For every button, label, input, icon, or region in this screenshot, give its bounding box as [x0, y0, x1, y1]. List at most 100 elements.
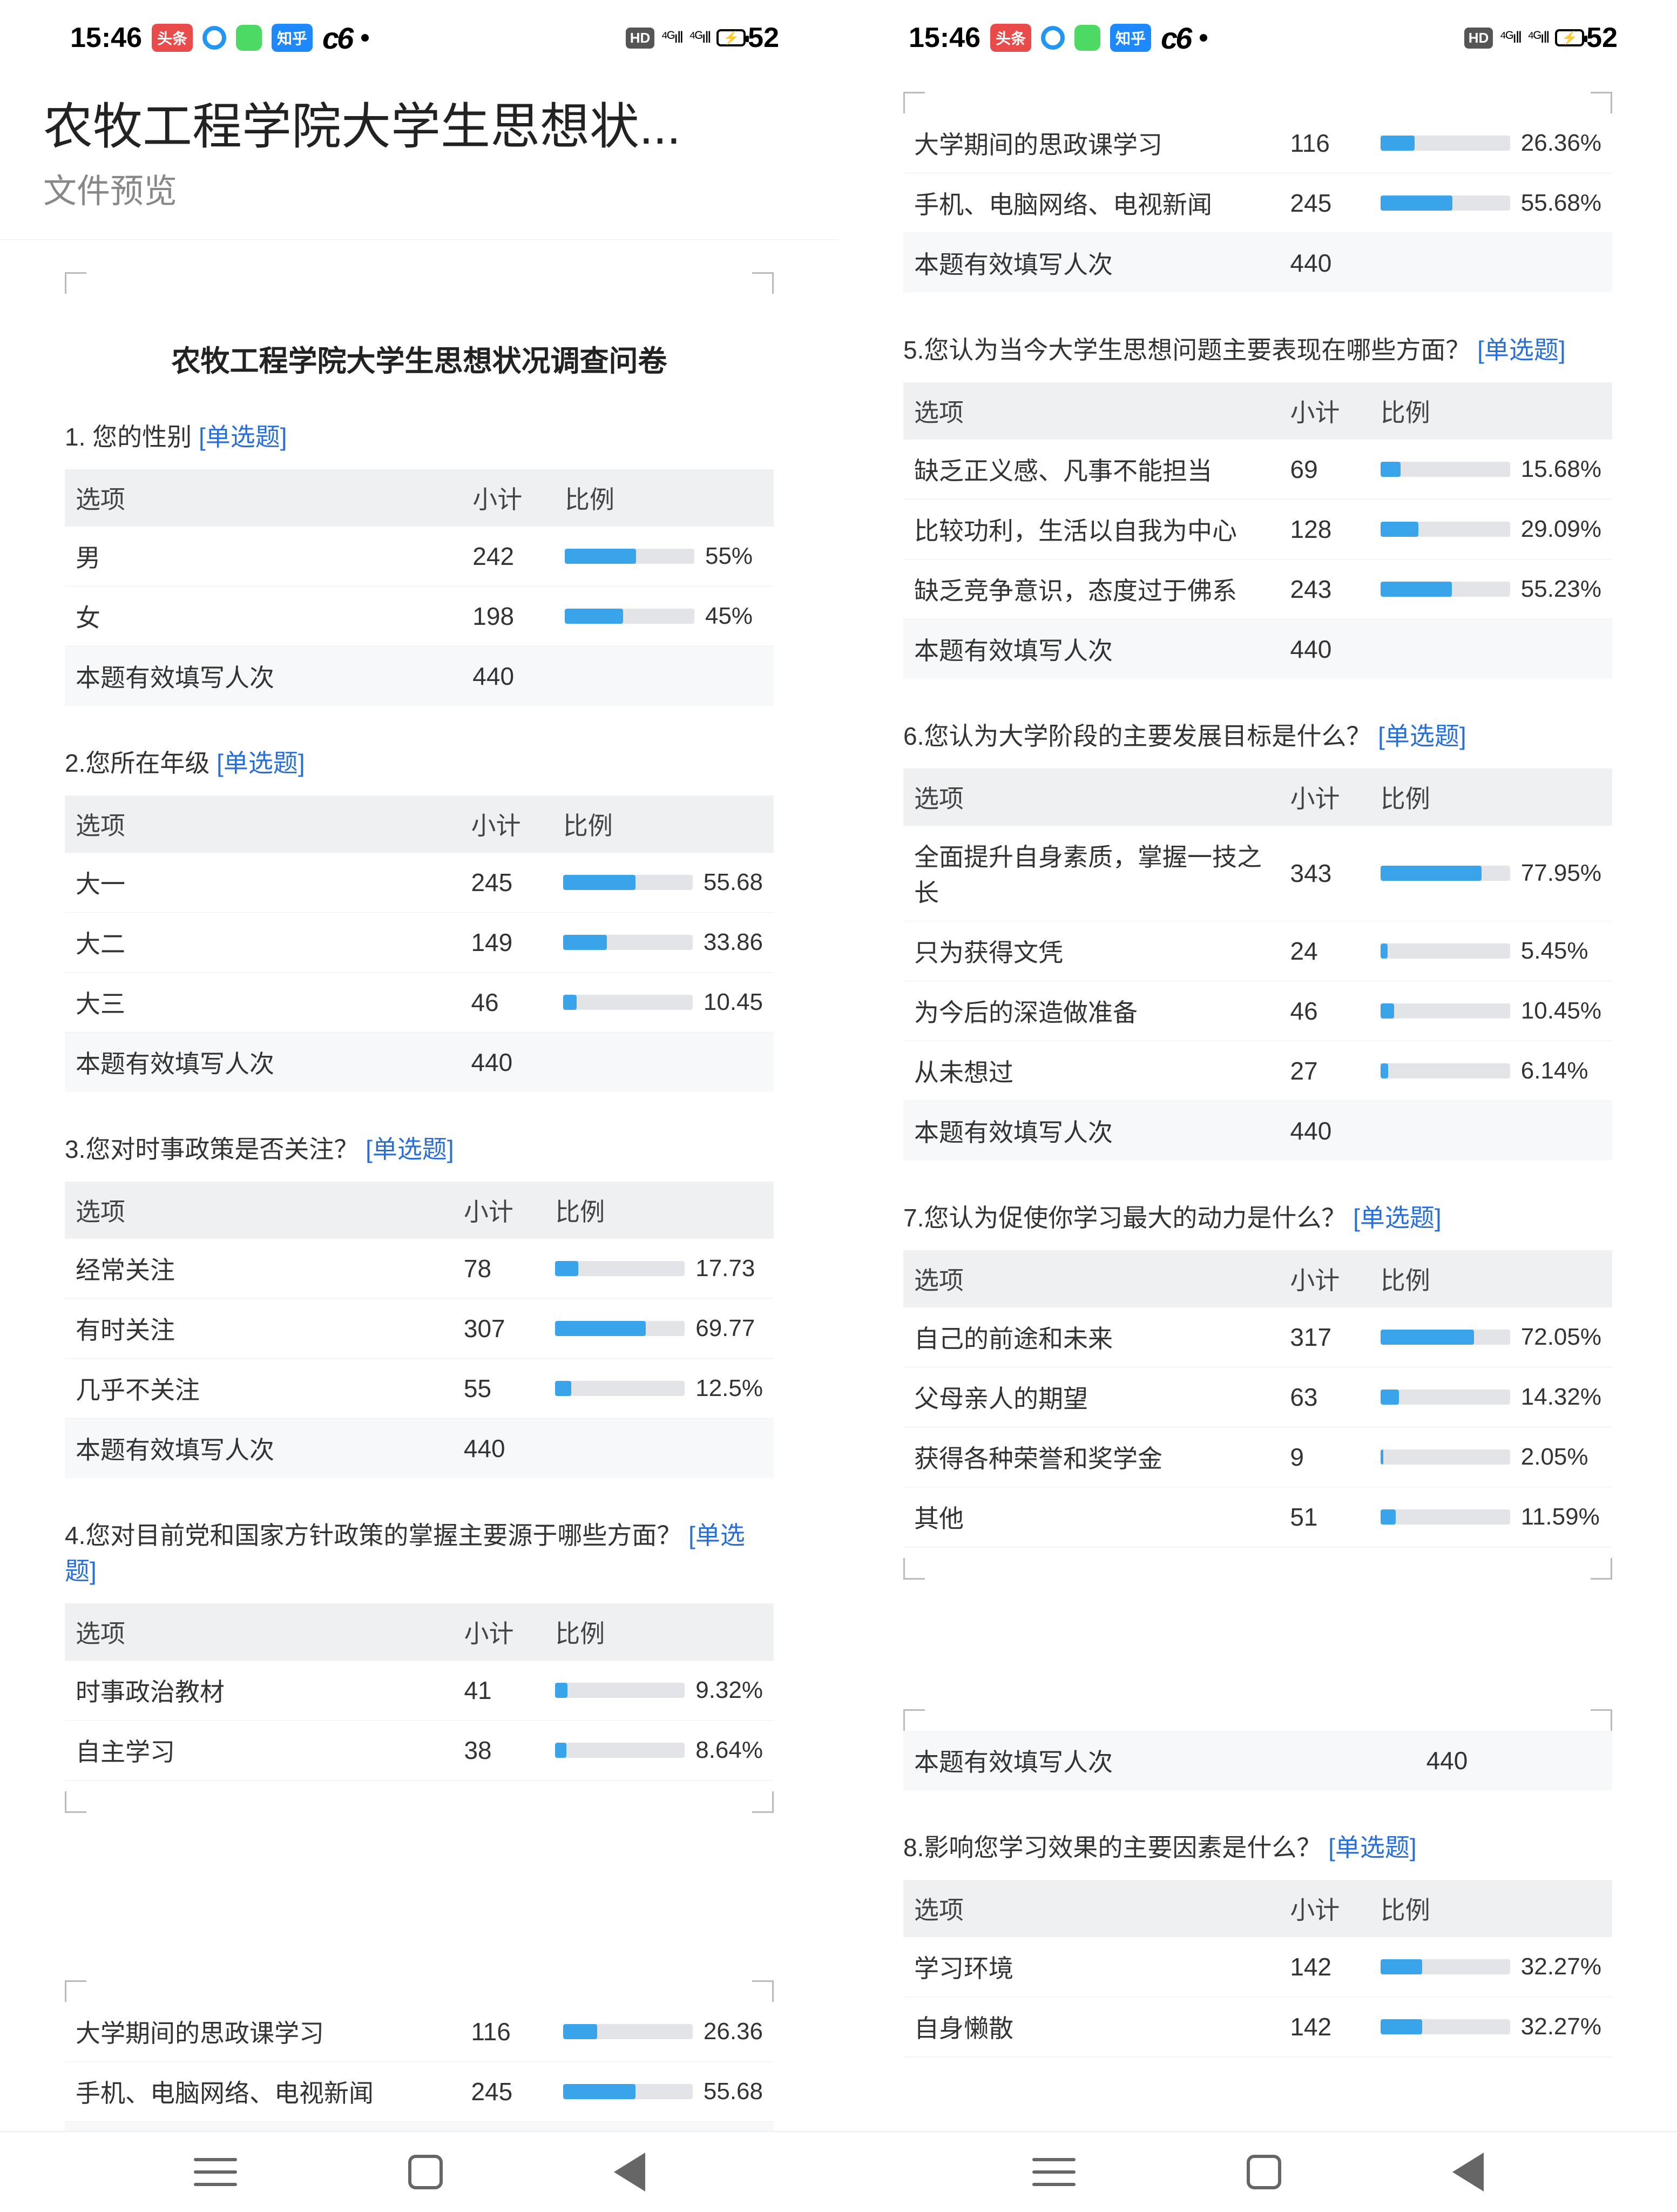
nav-recent-button[interactable] [1032, 2158, 1076, 2186]
option-label: 大学期间的思政课学习 [65, 2002, 460, 2062]
table-row: 经常关注 78 17.73 [65, 1239, 774, 1299]
nav-back-button[interactable] [614, 2153, 645, 2191]
back-triangle-icon [1452, 2153, 1484, 2191]
table-row: 女 198 45% [65, 586, 774, 646]
table-row: 有时关注 307 69.77 [65, 1299, 774, 1359]
app-badge-toutiao-icon: 头条 [152, 24, 193, 52]
total-count: 440 [1416, 1731, 1562, 1790]
survey-table: 选项 小计 比例 男 242 55% 女 198 45% [65, 469, 774, 706]
option-label: 几乎不关注 [65, 1359, 453, 1419]
option-count: 245 [1280, 173, 1370, 233]
col-option: 选项 [903, 1250, 1279, 1307]
option-count: 243 [1280, 559, 1370, 619]
total-row: 本题有效填写人次 440 [903, 1731, 1612, 1790]
left-screen: 15:46 头条 知乎 c6 HD ⁴ᴳıll ⁴ᴳıll ⚡ 52 农牧工程学… [0, 0, 838, 2212]
more-dot-icon [361, 34, 369, 42]
status-bar: 15:46 头条 知乎 c6 HD ⁴ᴳıll ⁴ᴳıll ⚡ 52 [838, 0, 1677, 76]
survey-body-left: 农牧工程学院大学生思想状况调查问卷 1. 您的性别 [单选题] 选项 小计 比例… [0, 337, 838, 1781]
option-ratio: 32.27% [1370, 1937, 1612, 1997]
pct-label: 55% [705, 543, 753, 570]
nav-back-button[interactable] [1452, 2153, 1484, 2191]
right-screen: 15:46 头条 知乎 c6 HD ⁴ᴳıll ⁴ᴳıll ⚡ 52 大学期间的… [838, 0, 1677, 2212]
pct-label: 5.45% [1521, 938, 1588, 965]
pct-label: 77.95% [1521, 860, 1601, 887]
bar-fill [1381, 1330, 1474, 1345]
option-label: 时事政治教材 [65, 1661, 453, 1721]
battery-level: 52 [748, 22, 779, 54]
bar-fill [1381, 1063, 1389, 1078]
doc-frame-bottom [65, 1791, 774, 1813]
bar-track [563, 935, 693, 950]
nav-recent-button[interactable] [194, 2158, 237, 2186]
table-row: 学习环境 142 32.27% [903, 1937, 1612, 1997]
pct-label: 14.32% [1521, 1384, 1601, 1411]
back-triangle-icon [614, 2153, 645, 2191]
option-ratio: 26.36% [1370, 113, 1612, 173]
col-ratio: 比例 [1370, 382, 1612, 440]
total-count: 440 [453, 1419, 544, 1479]
table-row: 比较功利，生活以自我为中心 128 29.09% [903, 500, 1612, 559]
col-count: 小计 [1279, 1250, 1369, 1307]
bar-track [1381, 462, 1510, 477]
total-label: 本题有效填写人次 [903, 1101, 1280, 1161]
bar-fill [1381, 866, 1482, 881]
option-count: 116 [460, 2002, 552, 2062]
survey-body-right-2: 本题有效填写人次 440 8.影响您学习效果的主要因素是什么？ [单选题] 选项… [838, 1731, 1677, 2057]
nav-home-button[interactable] [408, 2155, 443, 2189]
single-choice-tag: [单选题] [1328, 1833, 1417, 1862]
pct-label: 33.86 [704, 929, 763, 956]
pct-label: 55.68 [704, 2078, 763, 2105]
bar-fill [1381, 136, 1415, 151]
table-header-row: 选项 小计 比例 [65, 1603, 774, 1661]
pct-label: 6.14% [1521, 1057, 1588, 1084]
bar-fill [563, 2084, 635, 2099]
survey-table: 本题有效填写人次 440 [903, 1731, 1612, 1790]
option-ratio: 72.05% [1370, 1307, 1612, 1367]
option-label: 手机、电脑网络、电视新闻 [903, 173, 1280, 233]
option-ratio: 14.32% [1370, 1367, 1612, 1427]
question-title: 3.您对时事政策是否关注？ [单选题] [65, 1130, 774, 1165]
col-ratio: 比例 [1370, 1880, 1612, 1937]
question-title: 8.影响您学习效果的主要因素是什么？ [单选题] [903, 1828, 1612, 1864]
option-label: 手机、电脑网络、电视新闻 [65, 2062, 460, 2122]
total-label: 本题有效填写人次 [65, 1033, 460, 1092]
app-badge-ring-icon [202, 26, 226, 50]
survey-table: 选项 小计 比例 经常关注 78 17.73 有时关注 307 69 [65, 1182, 774, 1478]
table-row: 手机、电脑网络、电视新闻 245 55.68% [903, 173, 1612, 233]
pct-label: 69.77 [695, 1315, 755, 1342]
table-row: 只为获得文凭 24 5.45% [903, 921, 1612, 981]
option-label: 比较功利，生活以自我为中心 [903, 500, 1280, 559]
bar-fill [563, 875, 635, 890]
option-ratio: 32.27% [1370, 1997, 1612, 2057]
option-label: 自己的前途和未来 [903, 1307, 1279, 1367]
option-count: 245 [460, 853, 552, 913]
pct-label: 45% [705, 603, 753, 630]
doc-frame-top [65, 272, 774, 294]
pct-label: 32.27% [1521, 1953, 1601, 1980]
status-bar: 15:46 头条 知乎 c6 HD ⁴ᴳıll ⁴ᴳıll ⚡ 52 [0, 0, 838, 76]
option-ratio: 77.95% [1370, 826, 1612, 921]
bar-fill [1381, 2019, 1422, 2034]
pct-label: 26.36% [1521, 130, 1601, 157]
question-title: 1. 您的性别 [单选题] [65, 417, 774, 453]
bar-fill [1381, 195, 1453, 211]
weibo-icon: c6 [1161, 21, 1190, 56]
bar-fill [563, 2024, 597, 2039]
nav-home-button[interactable] [1247, 2155, 1281, 2189]
total-row: 本题有效填写人次 440 [65, 646, 774, 706]
pct-label: 15.68% [1521, 456, 1601, 483]
bar-track [1381, 1003, 1510, 1019]
bar-track [1381, 1449, 1510, 1465]
table-header-row: 选项 小计 比例 [65, 1182, 774, 1239]
signal2-icon: ⁴ᴳıll [689, 29, 710, 47]
col-ratio: 比例 [544, 1603, 774, 1661]
table-row: 大学期间的思政课学习 116 26.36 [65, 2002, 774, 2062]
option-label: 缺乏竞争意识，态度过于佛系 [903, 559, 1280, 619]
bar-track [1381, 522, 1510, 537]
pct-label: 29.09% [1521, 516, 1601, 543]
bar-fill [1381, 1003, 1394, 1019]
option-label: 自主学习 [65, 1721, 453, 1781]
doc-frame-top-2 [65, 1980, 774, 2002]
single-choice-tag: [单选题] [65, 1521, 745, 1585]
option-count: 142 [1279, 1997, 1369, 2057]
